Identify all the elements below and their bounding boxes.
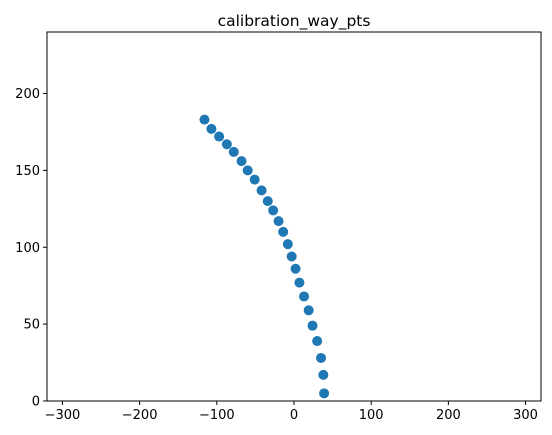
scatter-point: [262, 196, 273, 207]
scatter-point: [273, 216, 284, 227]
x-axis-ticks: −300 −200 −100 0 100 200 300: [45, 401, 538, 423]
x-tick-label: −100: [199, 408, 235, 423]
x-tick-label: −200: [122, 408, 158, 423]
scatter-point: [228, 146, 239, 157]
x-tick-label: 300: [513, 408, 538, 423]
scatter-point: [236, 156, 247, 167]
scatter-point: [294, 277, 305, 288]
scatter-point: [242, 165, 253, 176]
y-tick-label: 150: [15, 164, 40, 179]
y-tick-label: 100: [15, 241, 40, 256]
scatter-point: [303, 305, 314, 316]
scatter-point: [318, 369, 329, 380]
scatter-point: [282, 239, 293, 250]
y-tick-label: 200: [15, 87, 40, 102]
scatter-point: [312, 336, 323, 347]
chart-title: calibration_way_pts: [218, 12, 371, 31]
scatter-points: [199, 114, 330, 399]
scatter-point: [256, 185, 267, 196]
scatter-point: [249, 174, 260, 185]
plot-area: [47, 32, 541, 401]
scatter-point: [286, 251, 297, 262]
x-tick-label: 200: [436, 408, 461, 423]
scatter-point: [206, 123, 217, 134]
y-tick-label: 50: [23, 318, 40, 333]
y-tick-label: 0: [32, 395, 40, 410]
y-axis-ticks: 0 50 100 150 200: [15, 87, 47, 410]
scatter-point: [299, 291, 310, 302]
scatter-point: [221, 139, 232, 150]
scatter-point: [214, 131, 225, 142]
scatter-point: [319, 388, 330, 399]
scatter-point: [307, 320, 318, 331]
x-tick-label: 0: [290, 408, 298, 423]
scatter-point: [278, 226, 289, 237]
x-tick-label: −300: [45, 408, 81, 423]
scatter-point: [316, 352, 327, 363]
plot-frame: [46, 31, 542, 402]
scatter-point: [290, 263, 301, 274]
x-tick-label: 100: [359, 408, 384, 423]
scatter-point: [268, 205, 279, 216]
scatter-point: [199, 114, 210, 125]
